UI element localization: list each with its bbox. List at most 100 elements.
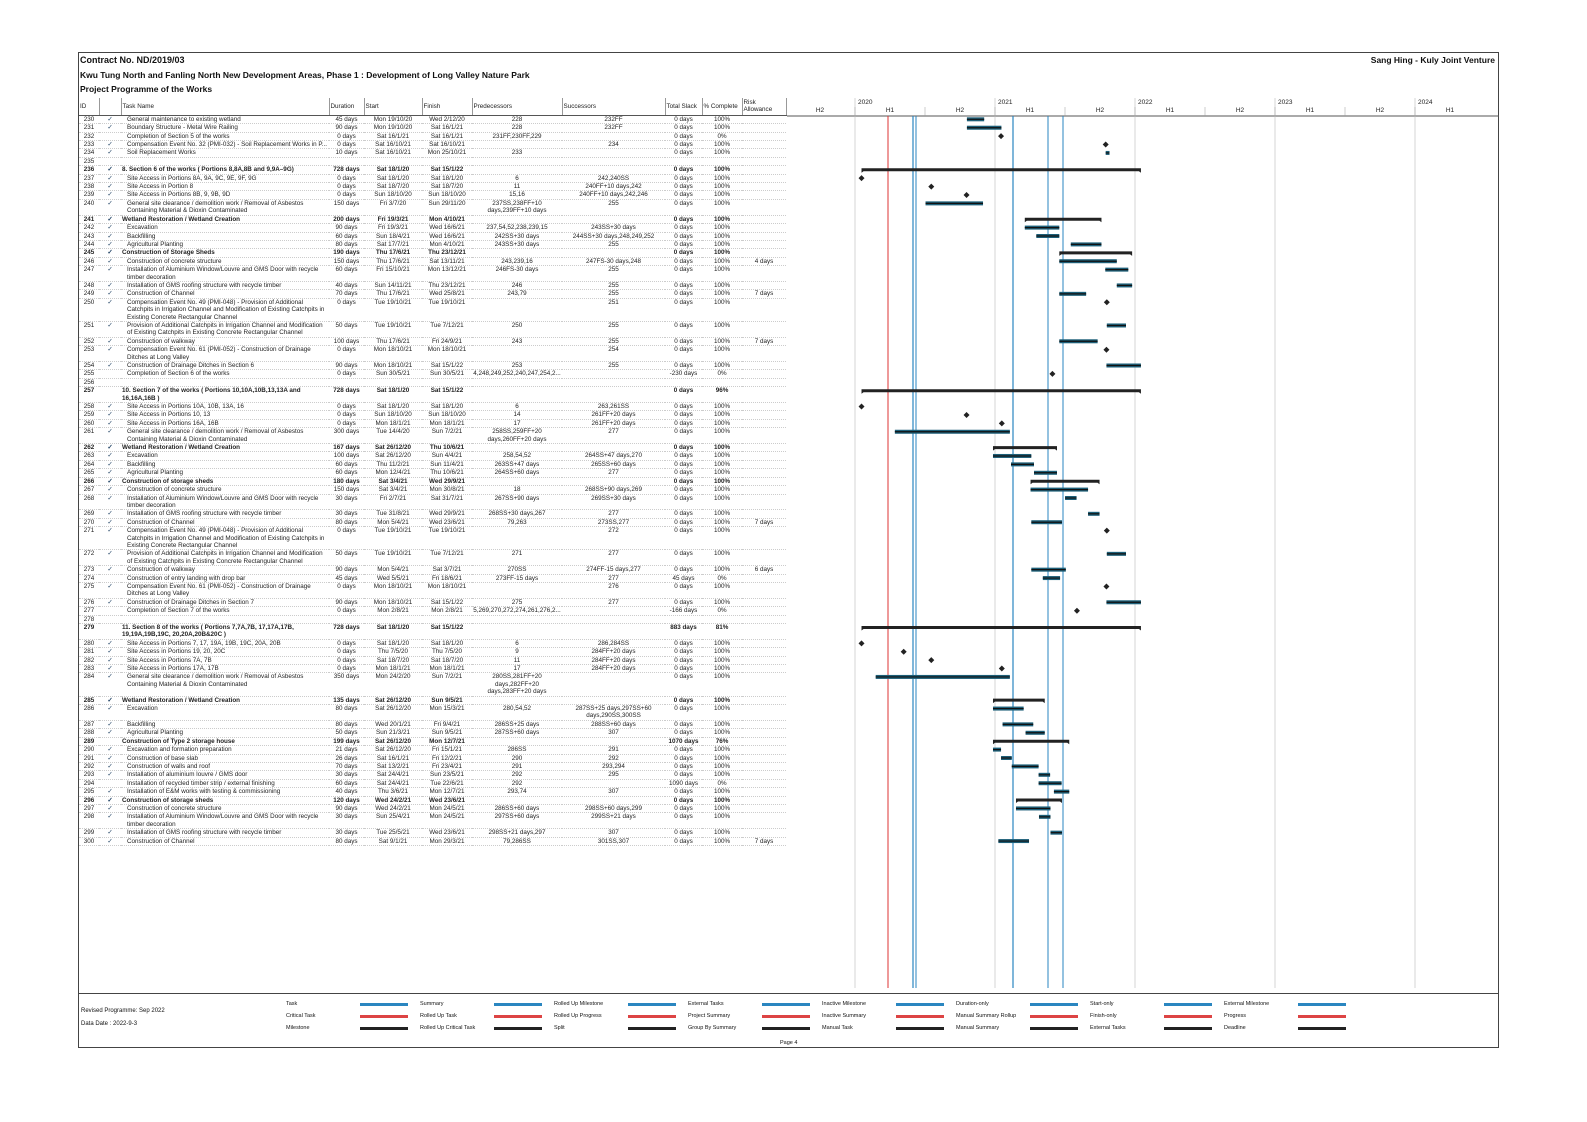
indicator: ✓ [99, 485, 121, 495]
cell-start: Wed 24/2/21 [364, 804, 422, 814]
cell-finish: Tue 19/10/21 [422, 298, 472, 322]
cell-complete: 100% [702, 337, 742, 347]
col-head: Predecessors [472, 98, 563, 116]
cell-succ: 232FF [562, 115, 665, 125]
cell-start: Sat 18/1/20 [364, 402, 422, 412]
cell-risk: 7 days [742, 518, 786, 528]
cell-id: 249 [79, 289, 99, 299]
cell-slack: 0 days [665, 656, 702, 666]
cell-finish: Mon 24/5/21 [422, 812, 472, 830]
cell-slack: 0 days [665, 148, 702, 158]
cell-slack: 0 days [665, 518, 702, 528]
cell-complete: 100% [702, 232, 742, 241]
cell-risk [742, 787, 786, 797]
cell-risk [742, 664, 786, 674]
cell-id: 256 [79, 378, 99, 388]
cell-duration: 350 days [329, 672, 364, 697]
legend-swatch [1164, 1003, 1212, 1006]
cell-start: Mon 18/1/21 [364, 664, 422, 674]
cell-duration: 40 days [329, 787, 364, 797]
cell-duration: 0 days [329, 402, 364, 412]
cell-complete: 100% [702, 494, 742, 511]
cell-start: Tue 19/10/21 [364, 526, 422, 551]
indicator: ✓ [99, 582, 121, 599]
col-head: Start [364, 98, 423, 116]
task-row: 279 11. Section 8 of the works ( Portions… [79, 623, 786, 640]
cell-finish: Mon 2/8/21 [422, 606, 472, 616]
milestone [1102, 141, 1109, 148]
cell-name: Installation of Aluminium Window/Louvre … [121, 494, 329, 511]
cell-duration: 30 days [329, 770, 364, 780]
task-row: 295 ✓ Installation of E&M works with testi… [79, 787, 786, 797]
cell-complete: 100% [702, 248, 742, 258]
cell-risk [742, 460, 786, 470]
cell-finish: Mon 18/1/21 [422, 664, 472, 674]
cell-complete: 100% [702, 140, 742, 150]
cell-risk [742, 115, 786, 125]
cell-name: Wetland Restoration / Wetland Creation [121, 443, 329, 453]
cell-slack: 0 days [665, 419, 702, 429]
cell-succ [562, 215, 665, 225]
summary-bar [992, 446, 1057, 451]
legend-label: Rolled Up Milestone [554, 1001, 604, 1007]
contract: Contract No. ND/2019/03 [80, 55, 185, 65]
cell-complete: 100% [702, 762, 742, 772]
cell-complete: 100% [702, 115, 742, 125]
cell-start: Tue 25/5/21 [364, 828, 422, 838]
cell-pred: 237SS,238FF+10 days,239FF+10 days [472, 199, 562, 216]
cell-start: Sat 18/1/20 [364, 165, 422, 175]
indicator: ✓ [99, 321, 121, 338]
cell-start: Tue 19/10/21 [364, 298, 422, 322]
task-row: 289 Construction of Type 2 storage house 1… [79, 737, 786, 747]
task-row: 241 ✓ Wetland Restoration / Wetland Creati… [79, 215, 786, 225]
cell-succ: 269SS+30 days [562, 494, 665, 511]
cell-id: 289 [79, 737, 99, 747]
cell-complete: 100% [702, 174, 742, 184]
cell-slack: 1090 days [665, 779, 702, 789]
indicator: ✓ [99, 345, 121, 362]
cell-name: Completion of Section 6 of the works [121, 369, 329, 379]
cell-pred [472, 443, 562, 453]
cell-complete: 100% [702, 804, 742, 814]
cell-id: 295 [79, 787, 99, 797]
task-row: 266 ✓ Construction of storage sheds 180 day… [79, 477, 786, 487]
cell-succ: 277 [562, 549, 665, 567]
cell-start: Sun 18/10/20 [364, 190, 422, 200]
cell-pred: 253 [472, 361, 562, 371]
cell-succ [562, 148, 665, 158]
cell-duration: 60 days [329, 265, 364, 282]
indicator: ✓ [99, 598, 121, 608]
task-row: 245 ✓ Construction of Storage Sheds 190 day… [79, 248, 786, 258]
cell-start: Sat 18/7/20 [364, 656, 422, 666]
milestone [998, 665, 1005, 672]
cell-name: Backfilling [121, 720, 329, 730]
task-row: 252 ✓ Construction of walkway 100 days Thu 1… [79, 337, 786, 347]
cell-risk [742, 182, 786, 192]
cell-name: Compensation Event No. 49 (PMI-048) - Pr… [121, 298, 329, 322]
cell-complete: 100% [702, 837, 742, 846]
cell-complete: 100% [702, 565, 742, 575]
cell-complete: 100% [702, 190, 742, 200]
cell-succ: 291 [562, 745, 665, 755]
task-row: 249 ✓ Construction of Channel 70 days Thu 17… [79, 289, 786, 299]
cell-complete: 100% [702, 549, 742, 567]
indicator: ✓ [99, 419, 121, 429]
cell-finish: Mon 13/12/21 [422, 265, 472, 282]
cell-start: Sat 16/10/21 [364, 148, 422, 158]
indicator: ✓ [99, 140, 121, 150]
cell-succ [562, 672, 665, 697]
cell-start: Fri 19/3/21 [364, 215, 422, 225]
cell-pred: 293,74 [472, 787, 562, 797]
cell-succ: 255 [562, 289, 665, 299]
indicator: ✓ [99, 509, 121, 519]
cell-complete: 0% [702, 369, 742, 379]
legend-swatch [628, 1003, 676, 1006]
cell-slack: 0 days [665, 115, 702, 125]
cell-slack: 0 days [665, 754, 702, 763]
milestone [1073, 607, 1080, 614]
header-row: ID Task Name Duration Start Finish Predece… [79, 98, 787, 116]
indicator: ✓ [99, 639, 121, 649]
indicator [99, 157, 121, 167]
